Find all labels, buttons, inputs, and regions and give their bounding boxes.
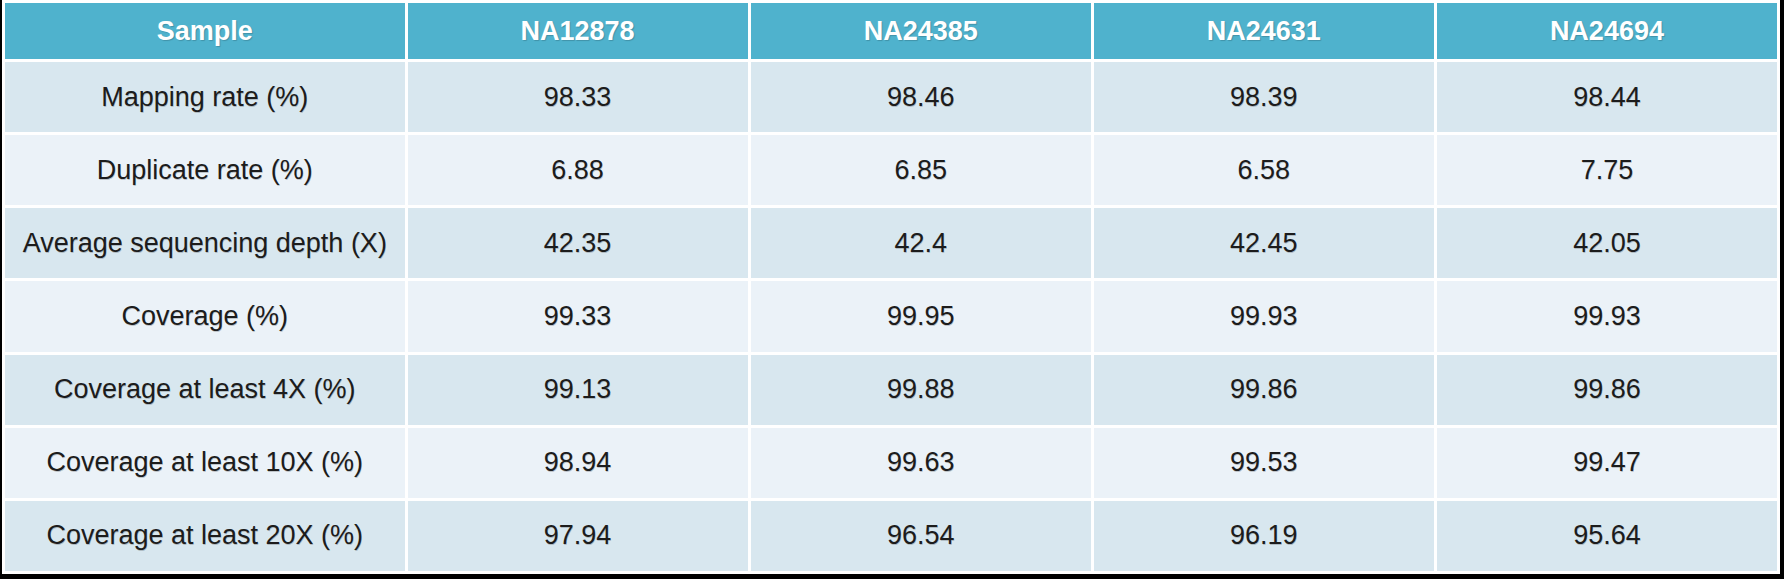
value-cell: 99.86 — [1437, 355, 1777, 425]
sequencing-stats-table: Sample NA12878 NA24385 NA24631 NA24694 M… — [2, 0, 1780, 574]
value-cell: 96.54 — [751, 501, 1091, 571]
value-cell: 98.39 — [1094, 62, 1434, 132]
value-cell: 98.46 — [751, 62, 1091, 132]
value-cell: 99.47 — [1437, 428, 1777, 498]
value-cell: 42.45 — [1094, 208, 1434, 278]
row-label: Average sequencing depth (X) — [5, 208, 405, 278]
table-row: Average sequencing depth (X)42.3542.442.… — [5, 208, 1777, 278]
table-row: Coverage at least 10X (%)98.9499.6399.53… — [5, 428, 1777, 498]
row-label: Coverage at least 10X (%) — [5, 428, 405, 498]
value-cell: 6.88 — [408, 135, 748, 205]
row-label: Duplicate rate (%) — [5, 135, 405, 205]
row-label: Coverage at least 4X (%) — [5, 355, 405, 425]
table-frame: Sample NA12878 NA24385 NA24631 NA24694 M… — [0, 0, 1784, 579]
value-cell: 95.64 — [1437, 501, 1777, 571]
value-cell: 97.94 — [408, 501, 748, 571]
table-header: Sample NA12878 NA24385 NA24631 NA24694 — [5, 3, 1777, 59]
table-row: Duplicate rate (%)6.886.856.587.75 — [5, 135, 1777, 205]
value-cell: 7.75 — [1437, 135, 1777, 205]
value-cell: 42.35 — [408, 208, 748, 278]
table-row: Coverage (%)99.3399.9599.9399.93 — [5, 281, 1777, 351]
value-cell: 99.93 — [1437, 281, 1777, 351]
value-cell: 99.95 — [751, 281, 1091, 351]
header-cell-na24631: NA24631 — [1094, 3, 1434, 59]
row-label: Mapping rate (%) — [5, 62, 405, 132]
header-row: Sample NA12878 NA24385 NA24631 NA24694 — [5, 3, 1777, 59]
value-cell: 99.53 — [1094, 428, 1434, 498]
value-cell: 6.58 — [1094, 135, 1434, 205]
header-cell-sample: Sample — [5, 3, 405, 59]
value-cell: 99.88 — [751, 355, 1091, 425]
value-cell: 98.94 — [408, 428, 748, 498]
header-cell-na12878: NA12878 — [408, 3, 748, 59]
row-label: Coverage (%) — [5, 281, 405, 351]
row-label: Coverage at least 20X (%) — [5, 501, 405, 571]
value-cell: 42.05 — [1437, 208, 1777, 278]
value-cell: 99.33 — [408, 281, 748, 351]
header-cell-na24694: NA24694 — [1437, 3, 1777, 59]
value-cell: 98.44 — [1437, 62, 1777, 132]
value-cell: 99.86 — [1094, 355, 1434, 425]
value-cell: 6.85 — [751, 135, 1091, 205]
value-cell: 99.13 — [408, 355, 748, 425]
table-row: Coverage at least 20X (%)97.9496.5496.19… — [5, 501, 1777, 571]
table-body: Mapping rate (%)98.3398.4698.3998.44Dupl… — [5, 62, 1777, 571]
table-row: Coverage at least 4X (%)99.1399.8899.869… — [5, 355, 1777, 425]
value-cell: 42.4 — [751, 208, 1091, 278]
value-cell: 98.33 — [408, 62, 748, 132]
value-cell: 99.63 — [751, 428, 1091, 498]
table-row: Mapping rate (%)98.3398.4698.3998.44 — [5, 62, 1777, 132]
value-cell: 96.19 — [1094, 501, 1434, 571]
value-cell: 99.93 — [1094, 281, 1434, 351]
header-cell-na24385: NA24385 — [751, 3, 1091, 59]
